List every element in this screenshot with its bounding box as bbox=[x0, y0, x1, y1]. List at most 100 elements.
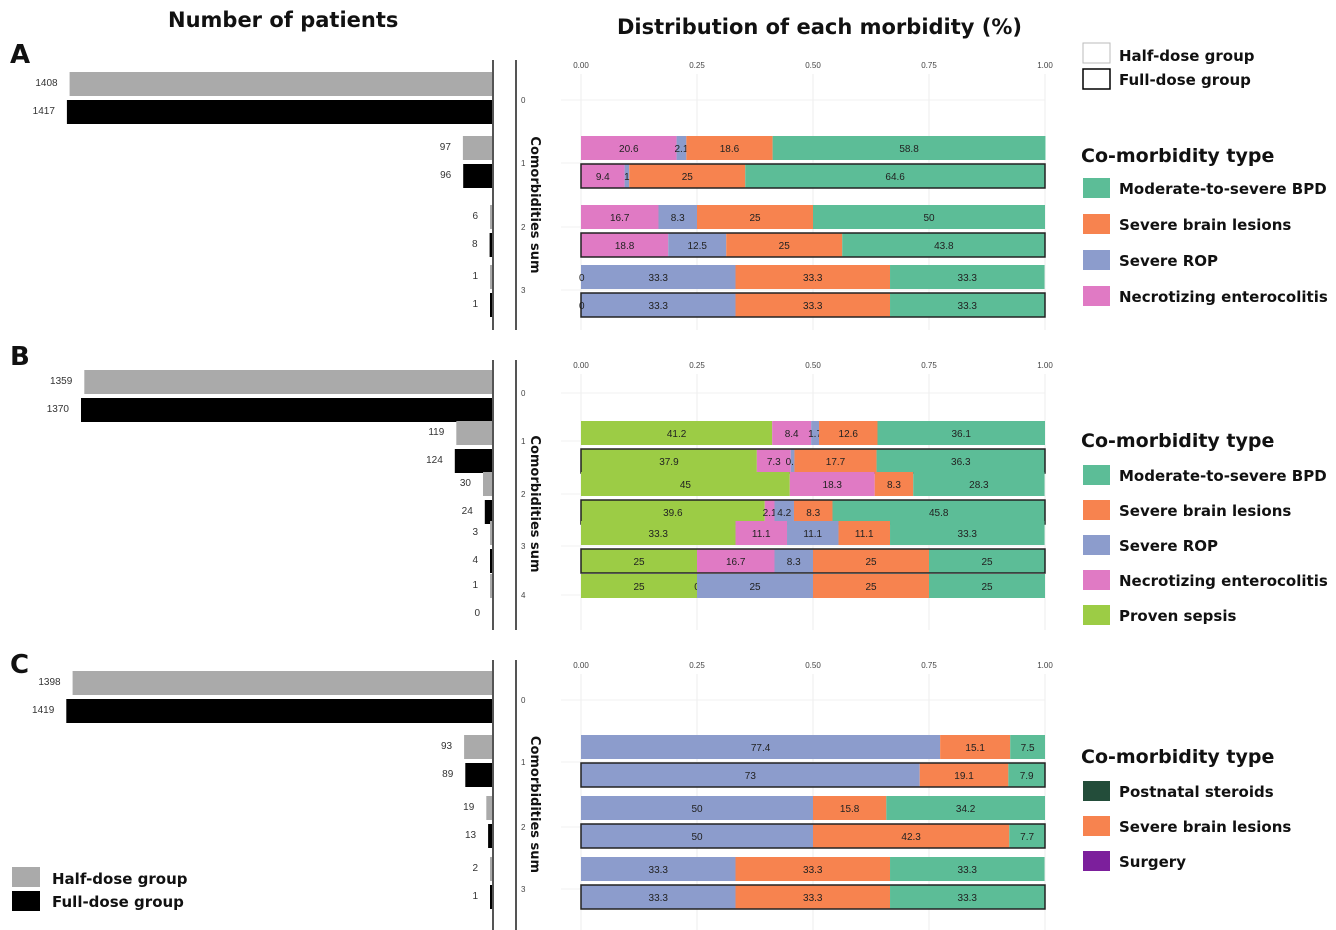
half-count-bar bbox=[462, 136, 492, 160]
segment-value-label: 25 bbox=[749, 582, 761, 593]
full-count-bar bbox=[488, 824, 492, 848]
x-tick-label: 0.50 bbox=[805, 661, 821, 670]
segment-moderate-to-severe-bpd bbox=[913, 472, 1045, 496]
half-count-label: 30 bbox=[460, 478, 472, 489]
legend-title: Co-morbidity type bbox=[1081, 145, 1274, 167]
segment-severe-brain-lesions bbox=[697, 205, 813, 229]
x-tick-label: 1.00 bbox=[1037, 361, 1053, 370]
half-dose-legend-label: Half-dose group bbox=[1119, 47, 1255, 65]
half-count-bar bbox=[483, 472, 492, 496]
segment-value-label: 19.1 bbox=[954, 771, 974, 782]
segment-value-label: 1 bbox=[624, 172, 630, 183]
legend-swatch bbox=[1083, 465, 1110, 485]
segment-value-label: 25 bbox=[865, 582, 877, 593]
segment-value-label: 33.3 bbox=[958, 529, 978, 540]
segment-severe-rop bbox=[581, 265, 736, 289]
half-count-label: 19 bbox=[463, 802, 475, 813]
segment-severe-brain-lesions bbox=[726, 233, 843, 257]
segment-severe-rop bbox=[581, 857, 736, 881]
segment-proven-sepsis bbox=[581, 421, 773, 445]
segment-value-label: 4.2 bbox=[777, 508, 791, 519]
segment-value-label: 8.3 bbox=[887, 480, 901, 491]
half-count-label: 2 bbox=[472, 863, 478, 874]
legend-label: Necrotizing enterocolitis bbox=[1119, 288, 1328, 306]
segment-moderate-to-severe-bpd bbox=[929, 574, 1045, 598]
segment-severe-brain-lesions bbox=[735, 885, 891, 909]
full-dose-outline bbox=[580, 163, 1046, 189]
x-tick-label: 0.75 bbox=[921, 61, 937, 70]
segment-value-label: 7.5 bbox=[1021, 743, 1035, 754]
segment-severe-rop bbox=[581, 824, 813, 848]
x-tick-label: 1.00 bbox=[1037, 61, 1053, 70]
segment-moderate-to-severe-bpd bbox=[890, 885, 1045, 909]
segment-moderate-to-severe-bpd bbox=[890, 521, 1045, 545]
segment-moderate-to-severe-bpd bbox=[890, 265, 1045, 289]
legend-swatch bbox=[1083, 781, 1110, 801]
full-count-label: 96 bbox=[440, 170, 452, 181]
legend-label: Severe brain lesions bbox=[1119, 502, 1291, 520]
segment-value-label: 8.3 bbox=[787, 557, 801, 568]
segment-value-label: 33.3 bbox=[649, 529, 669, 540]
segment-value-label: 33.3 bbox=[649, 273, 669, 284]
full-count-label: 8 bbox=[472, 239, 478, 250]
segment-value-label: 8.3 bbox=[806, 508, 820, 519]
segment-value-label: 36.1 bbox=[952, 429, 972, 440]
full-count-label: 0 bbox=[474, 608, 480, 619]
legend-label: Postnatal steroids bbox=[1119, 783, 1274, 801]
segment-necrotizing-enterocolitis bbox=[789, 472, 875, 496]
segment-proven-sepsis bbox=[581, 472, 790, 496]
segment-moderate-to-severe-bpd bbox=[890, 857, 1045, 881]
segment-severe-brain-lesions bbox=[686, 136, 773, 160]
segment-value-label: 11.1 bbox=[752, 529, 771, 540]
segment-value-label: 25 bbox=[749, 213, 761, 224]
full-count-label: 1417 bbox=[33, 106, 56, 117]
panel-c: C Comorbidities sum 0.00 0.25 0.50 0.75 1.00 0 1… bbox=[10, 650, 1291, 930]
x-tick-label: 1.00 bbox=[1037, 661, 1053, 670]
half-count-label: 1 bbox=[472, 580, 478, 591]
segment-moderate-to-severe-bpd bbox=[876, 449, 1045, 473]
half-count-label: 93 bbox=[441, 741, 453, 752]
half-count-bar bbox=[490, 857, 492, 881]
segment-value-label: 12.5 bbox=[687, 241, 707, 252]
segment-moderate-to-severe-bpd bbox=[842, 233, 1046, 257]
segment-severe-rop bbox=[581, 796, 813, 820]
legend-swatch bbox=[1083, 605, 1110, 625]
half-count-bar bbox=[490, 265, 492, 289]
segment-value-label: 45 bbox=[680, 480, 692, 491]
segment-severe-brain-lesions bbox=[813, 824, 1010, 848]
segment-necrotizing-enterocolitis bbox=[772, 421, 812, 445]
full-count-bar bbox=[490, 549, 492, 573]
segment-necrotizing-enterocolitis bbox=[756, 449, 791, 473]
legend-swatch bbox=[1083, 286, 1110, 306]
full-dose-outline bbox=[580, 823, 1046, 849]
half-count-label: 1408 bbox=[35, 78, 58, 89]
category-tick-label: 0 bbox=[521, 389, 526, 398]
segment-severe-brain-lesions bbox=[735, 293, 891, 317]
segment-value-label: 12.6 bbox=[839, 429, 859, 440]
segment-value-label: 33.3 bbox=[649, 865, 669, 876]
x-tick-label: 0.00 bbox=[573, 361, 589, 370]
full-count-label: 124 bbox=[426, 455, 443, 466]
segment-value-label: 36.3 bbox=[951, 457, 971, 468]
comorbidity-legend: Co-morbidity type Moderate-to-severe BPD S… bbox=[1081, 145, 1328, 306]
segment-severe-rop bbox=[581, 735, 941, 759]
segment-severe-rop bbox=[624, 164, 630, 188]
segment-value-label: 7.3 bbox=[767, 457, 781, 468]
top-dose-legend: Half-dose group Full-dose group bbox=[1082, 42, 1255, 90]
full-dose-outline bbox=[580, 884, 1046, 910]
category-tick-label: 3 bbox=[521, 542, 526, 551]
segment-value-label: 77.4 bbox=[751, 743, 771, 754]
segment-value-label: 17.7 bbox=[826, 457, 846, 468]
segment-value-label: 18.8 bbox=[615, 241, 635, 252]
half-count-label: 1398 bbox=[38, 677, 61, 688]
full-count-label: 1 bbox=[472, 891, 478, 902]
half-count-bar bbox=[486, 796, 492, 820]
full-dose-outline bbox=[580, 232, 1046, 258]
segment-severe-rop bbox=[668, 233, 727, 257]
category-tick-label: 2 bbox=[521, 490, 526, 499]
category-tick-label: 2 bbox=[521, 223, 526, 232]
x-tick-label: 0.50 bbox=[805, 61, 821, 70]
category-tick-label: 2 bbox=[521, 823, 526, 832]
full-dose-swatch-bottom bbox=[12, 891, 40, 911]
